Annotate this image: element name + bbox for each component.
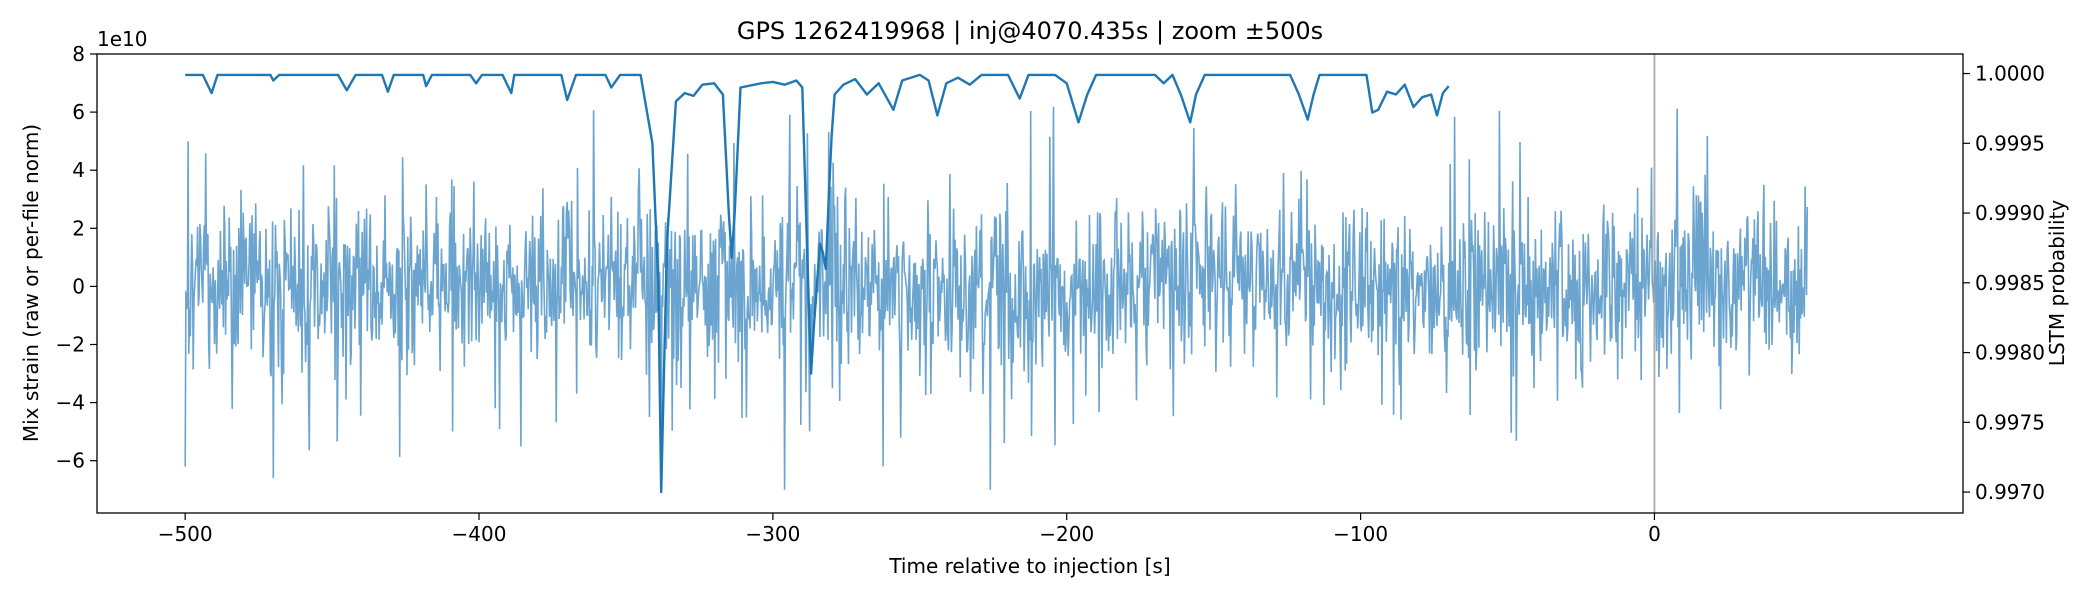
- x-tick-label: −100: [1333, 522, 1388, 546]
- x-axis: −500 −400 −300 −200 −100 0: [158, 513, 1661, 546]
- x-tick-label: −200: [1039, 522, 1094, 546]
- y2-tick-label: 0.9985: [1975, 271, 2045, 295]
- y2-tick-label: 0.9980: [1975, 341, 2045, 365]
- y-tick-label: 8: [72, 42, 85, 66]
- y-tick-label: 6: [72, 100, 85, 124]
- y-axis-left: −6 −4 −2 0 2 4 6 8: [56, 42, 97, 473]
- y2-tick-label: 0.9975: [1975, 410, 2045, 434]
- x-tick-label: −500: [158, 522, 213, 546]
- strain-series: [184, 106, 1809, 490]
- x-axis-label: Time relative to injection [s]: [888, 554, 1170, 578]
- x-tick-label: −400: [452, 522, 507, 546]
- y-tick-label: 2: [72, 216, 85, 240]
- y2-tick-label: 0.9990: [1975, 201, 2045, 225]
- strain-line: [184, 106, 1809, 490]
- y2-tick-label: 0.9970: [1975, 480, 2045, 504]
- chart-title: GPS 1262419968 | inj@4070.435s | zoom ±5…: [737, 17, 1323, 45]
- y-tick-label: −2: [56, 333, 85, 357]
- lstm-probability-layer: [185, 73, 1450, 494]
- y-axis-right: 0.9970 0.9975 0.9980 0.9985 0.9990 0.9995 1.00…: [1963, 62, 2045, 504]
- y-tick-label: −4: [56, 391, 85, 415]
- y-axis-label: Mix strain (raw or per-file norm): [19, 124, 43, 442]
- plot-frame: [96, 53, 1964, 514]
- y2-tick-label: 1.0000: [1975, 62, 2045, 86]
- x-tick-label: 0: [1648, 522, 1661, 546]
- y2-axis-label: LSTM probability: [2045, 200, 2069, 367]
- y-tick-label: −6: [56, 449, 85, 473]
- y-tick-label: 4: [72, 158, 85, 182]
- y2-tick-label: 0.9995: [1975, 131, 2045, 155]
- lstm-probability-line: [185, 73, 1450, 494]
- y-tick-label: 0: [72, 274, 85, 298]
- x-tick-label: −300: [745, 522, 800, 546]
- y-offset-text: 1e10: [97, 27, 147, 51]
